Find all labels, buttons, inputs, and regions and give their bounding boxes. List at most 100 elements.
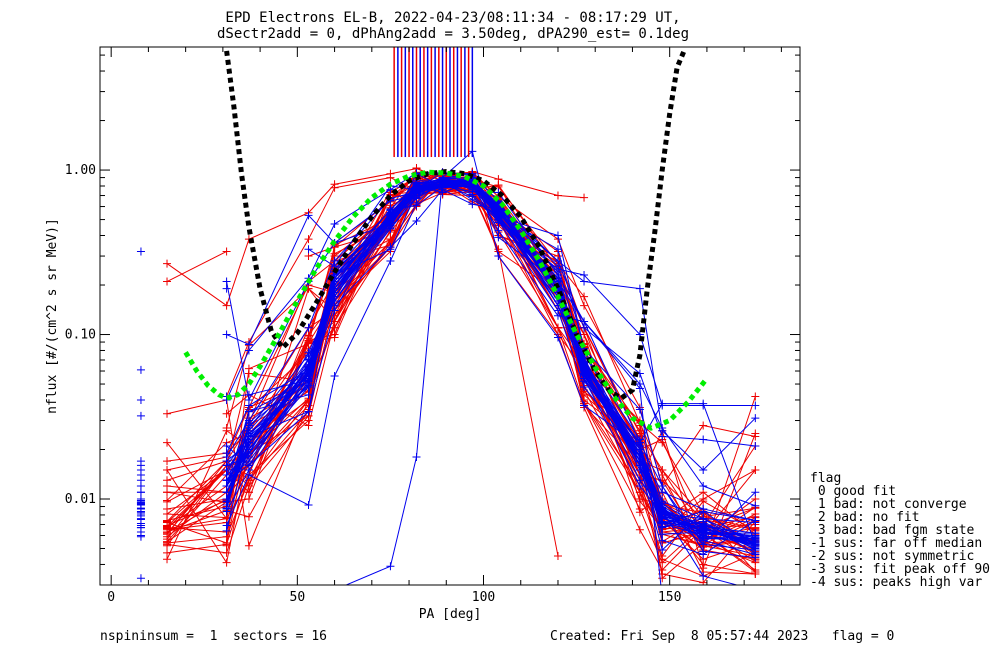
chart-title-line2: dSectr2add = 0, dPhAng2add = 3.50deg, dP… <box>217 26 689 42</box>
data-point <box>699 572 708 581</box>
series-segment <box>226 405 250 454</box>
series-segment <box>166 460 227 522</box>
series-segment <box>702 491 756 545</box>
data-point <box>304 338 313 347</box>
series-segment <box>703 575 739 585</box>
series-segment <box>639 403 663 443</box>
series-segment <box>248 399 309 546</box>
data-point <box>494 233 503 242</box>
data-point <box>222 409 231 418</box>
y-tick-label: 0.01 <box>65 492 96 507</box>
series-segment <box>226 394 250 415</box>
series-segment <box>248 415 309 454</box>
flag-legend: flag 0 good fit 1 bad: not converge 2 ba… <box>810 471 990 590</box>
data-point <box>751 501 760 510</box>
series-segment <box>639 334 663 406</box>
series-segment <box>703 439 756 447</box>
series-segment <box>498 178 559 197</box>
series-segment <box>662 503 704 514</box>
data-point <box>751 401 760 410</box>
data-point <box>494 207 503 216</box>
data-point <box>751 432 760 441</box>
series-segment <box>248 238 309 343</box>
data-point <box>699 526 708 535</box>
series-segment <box>416 181 443 188</box>
data-point <box>222 284 231 293</box>
series-segment <box>166 485 227 529</box>
legend-item: 1 bad: not converge <box>810 497 967 512</box>
series-segment <box>703 530 756 544</box>
data-point <box>553 231 562 240</box>
series-segment <box>583 403 641 510</box>
data-point <box>244 541 253 550</box>
series-segment <box>662 531 704 539</box>
series-segment <box>166 474 227 543</box>
series-segment <box>583 321 641 443</box>
series-red-23 <box>163 169 760 559</box>
series-segment <box>557 195 585 199</box>
series-segment <box>661 427 704 487</box>
series-segment <box>703 518 756 523</box>
series-segment <box>703 532 756 540</box>
data-point <box>553 552 562 561</box>
data-point <box>304 390 313 399</box>
data-point <box>580 193 589 202</box>
data-point <box>304 367 313 376</box>
series-segment <box>226 341 250 397</box>
data-point <box>244 445 253 454</box>
series-segment <box>702 520 756 555</box>
legend-item: -4 sus: peaks high var <box>810 575 982 590</box>
series-segment <box>639 449 663 510</box>
series-segment <box>703 534 756 545</box>
series-segment <box>583 327 641 434</box>
data-point <box>412 201 421 210</box>
data-point <box>658 574 667 583</box>
data-point <box>658 511 667 520</box>
series-blue-80 <box>136 180 760 544</box>
series-segment <box>583 281 640 290</box>
data-point <box>751 495 760 504</box>
data-point <box>494 252 503 261</box>
series-segment <box>583 405 641 447</box>
legend-title: flag <box>810 471 841 486</box>
data-point <box>136 365 145 374</box>
series-segment <box>226 239 250 306</box>
x-tick-label: 0 <box>107 590 115 605</box>
data-point <box>494 245 503 254</box>
series-segment <box>389 456 417 567</box>
series-segment <box>497 249 559 557</box>
series-segment <box>166 521 227 544</box>
series-segment <box>226 445 250 466</box>
series-segment <box>498 208 559 267</box>
series-segment <box>557 305 585 375</box>
data-point <box>136 247 145 256</box>
series-segment <box>583 378 641 487</box>
series-segment <box>442 183 473 187</box>
data-point <box>222 548 231 557</box>
series-segment <box>497 219 559 335</box>
data-point <box>699 550 708 559</box>
series-segment <box>639 420 663 503</box>
data-point <box>136 457 145 466</box>
series-segment <box>390 198 417 233</box>
series-segment <box>557 327 585 404</box>
data-point <box>330 284 339 293</box>
x-axis-label: PA [deg] <box>419 607 482 622</box>
series-segment <box>334 216 391 276</box>
series-segment <box>248 215 309 345</box>
data-point <box>580 317 589 326</box>
data-point <box>136 574 145 583</box>
series-segment <box>497 201 559 293</box>
series-segment <box>248 354 309 429</box>
series-segment <box>166 521 227 531</box>
series-red-42 <box>222 173 760 556</box>
series-segment <box>334 200 391 244</box>
series-segment <box>639 452 663 515</box>
data-point <box>222 247 231 256</box>
series-segment <box>702 469 756 500</box>
series-segment <box>416 189 443 222</box>
series-segment <box>703 485 756 507</box>
series-segment <box>702 491 756 535</box>
series-segment <box>583 296 641 424</box>
series-segment <box>334 228 391 302</box>
